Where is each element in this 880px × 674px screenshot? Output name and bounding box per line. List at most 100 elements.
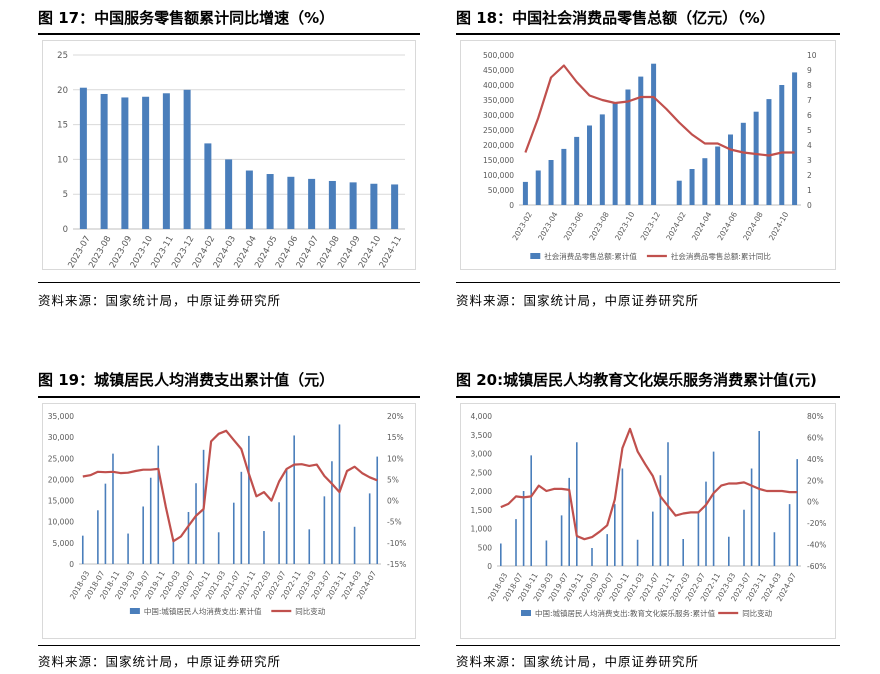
y2-tick-label: 20% <box>387 412 404 421</box>
bar <box>368 493 371 564</box>
y2-tick-label: 5 <box>807 126 812 135</box>
y2-tick-label: 1 <box>807 186 812 195</box>
legend-swatch-bar <box>530 253 541 259</box>
y2-tick-label: -60% <box>807 562 826 571</box>
y-tick-label: 15,000 <box>48 497 74 506</box>
y2-tick-label: 80% <box>807 412 824 421</box>
y-tick-label: 10 <box>57 155 68 165</box>
bar <box>667 442 669 566</box>
y-tick-label: 150,000 <box>483 156 514 165</box>
y-tick-label: 3,500 <box>471 431 493 440</box>
y-tick-label: 400,000 <box>483 81 514 90</box>
bar <box>740 122 746 205</box>
bar <box>328 180 336 229</box>
y2-tick-label: -40% <box>807 541 826 550</box>
title-rule <box>456 33 840 35</box>
y-tick-label: 50,000 <box>488 186 514 195</box>
title-rule <box>38 33 420 35</box>
y2-tick-label: 20% <box>807 476 824 485</box>
bar <box>560 515 563 566</box>
y-tick-label: 0 <box>509 201 514 210</box>
source-note: 资料来源：国家统计局，中原证券研究所 <box>38 654 282 669</box>
x-tick-label: 2023-10 <box>613 210 637 242</box>
bar <box>515 519 517 566</box>
chart-frame: 0 5,000 10,000 15,000 20,000 25,000 30,000 35,0… <box>42 403 416 639</box>
y-tick-label: 4,000 <box>471 412 493 421</box>
bar <box>659 475 662 566</box>
bar <box>652 511 654 566</box>
bar <box>285 469 288 564</box>
source-note: 资料来源：国家统计局，中原证券研究所 <box>456 293 700 308</box>
y2-tick-label: -20% <box>807 519 826 528</box>
source-note: 资料来源：国家统计局，中原证券研究所 <box>38 293 282 308</box>
y-tick-label: 500,000 <box>483 51 514 60</box>
y-tick-label: 0 <box>69 560 74 569</box>
y-tick-label: 100,000 <box>483 171 514 180</box>
bar <box>750 468 753 566</box>
y2-tick-label: 8 <box>807 81 812 90</box>
y-tick-label: 20 <box>57 86 68 96</box>
x-tick-label: 2023-12 <box>639 210 663 242</box>
x-tick-label: 2024-10 <box>767 210 791 242</box>
chart-fig18: 0 50,000 100,000 150,000 200,000 250,000 300,0… <box>483 51 817 261</box>
bar <box>682 539 684 566</box>
legend-label: 社会消费品零售总额:累计值 <box>544 251 637 261</box>
bar <box>753 111 759 205</box>
y2-tick-label: 60% <box>807 433 824 442</box>
bar <box>308 178 316 229</box>
series-line <box>524 64 795 157</box>
y-tick-label: 1,500 <box>471 506 493 515</box>
bar <box>689 169 695 205</box>
y2-tick-label: 40% <box>807 455 824 464</box>
y-tick-label: 500 <box>478 543 493 552</box>
bar <box>323 496 326 564</box>
bar <box>245 170 253 229</box>
panel-fig20: 图 20:城镇居民人均教育文化娱乐服务消费累计值(元) 0 500 1,000 1,5… <box>420 360 880 674</box>
bar <box>638 76 644 205</box>
bar <box>779 85 785 205</box>
panel-fig19: 图 19：城镇居民人均消费支出累计值（元） 0 5,000 10,000 15,000… <box>0 360 420 674</box>
chart-fig20: 0 500 1,000 1,500 2,000 2,500 3,000 3,500 4,000 -… <box>471 412 827 618</box>
bar <box>157 445 160 564</box>
bar <box>715 146 721 205</box>
source-rule <box>38 282 420 283</box>
y2-tick-label: 2 <box>807 171 812 180</box>
bar <box>796 459 798 566</box>
y-tick-label: 30,000 <box>48 433 74 442</box>
y2-tick-label: 6 <box>807 111 812 120</box>
x-tick-label: 2024-04 <box>690 210 714 242</box>
bar <box>728 134 733 205</box>
bar <box>187 511 190 564</box>
chart-frame: 0 50,000 100,000 150,000 200,000 250,000 300,0… <box>460 40 836 270</box>
bar <box>353 526 356 564</box>
chart-title: 图 17：中国服务零售额累计同比增速（%） <box>38 9 335 27</box>
y-tick-label: 0 <box>63 225 68 235</box>
bar <box>535 170 541 205</box>
y2-tick-label: 10% <box>387 454 404 463</box>
bar <box>240 471 243 564</box>
y2-tick-label: 0% <box>807 498 819 507</box>
bar <box>112 453 114 564</box>
chart-frame: 0 500 1,000 1,500 2,000 2,500 3,000 3,500 4,000 -… <box>460 403 836 639</box>
y2-tick-label: 3 <box>807 156 812 165</box>
bar <box>293 435 295 564</box>
x-tick-label: 2023-08 <box>587 210 611 242</box>
legend-label: 社会消费品零售总额:累计同比 <box>671 251 772 261</box>
source-rule <box>456 282 840 283</box>
bar <box>142 96 150 229</box>
bar <box>104 483 107 564</box>
y-tick-label: 0 <box>487 562 492 571</box>
x-tick-label: 2024-02 <box>664 210 688 242</box>
bar <box>217 532 220 564</box>
bar <box>331 461 333 564</box>
y2-tick-label: 7 <box>807 96 812 105</box>
title-rule <box>38 396 420 398</box>
y-tick-label: 300,000 <box>483 111 514 120</box>
bar <box>574 136 580 205</box>
panel-fig18: 图 18：中国社会消费品零售总额（亿元）（%） 0 50,000 100,000 15… <box>420 0 880 320</box>
bar <box>788 504 791 566</box>
panel-fig17: 图 17：中国服务零售额累计同比增速（%） 0 5 10 15 20 25 2023-07 2… <box>0 0 420 320</box>
chart-title: 图 20:城镇居民人均教育文化娱乐服务消费累计值(元) <box>456 371 817 389</box>
legend-swatch-bar <box>521 610 531 616</box>
y-tick-label: 5 <box>63 190 68 200</box>
